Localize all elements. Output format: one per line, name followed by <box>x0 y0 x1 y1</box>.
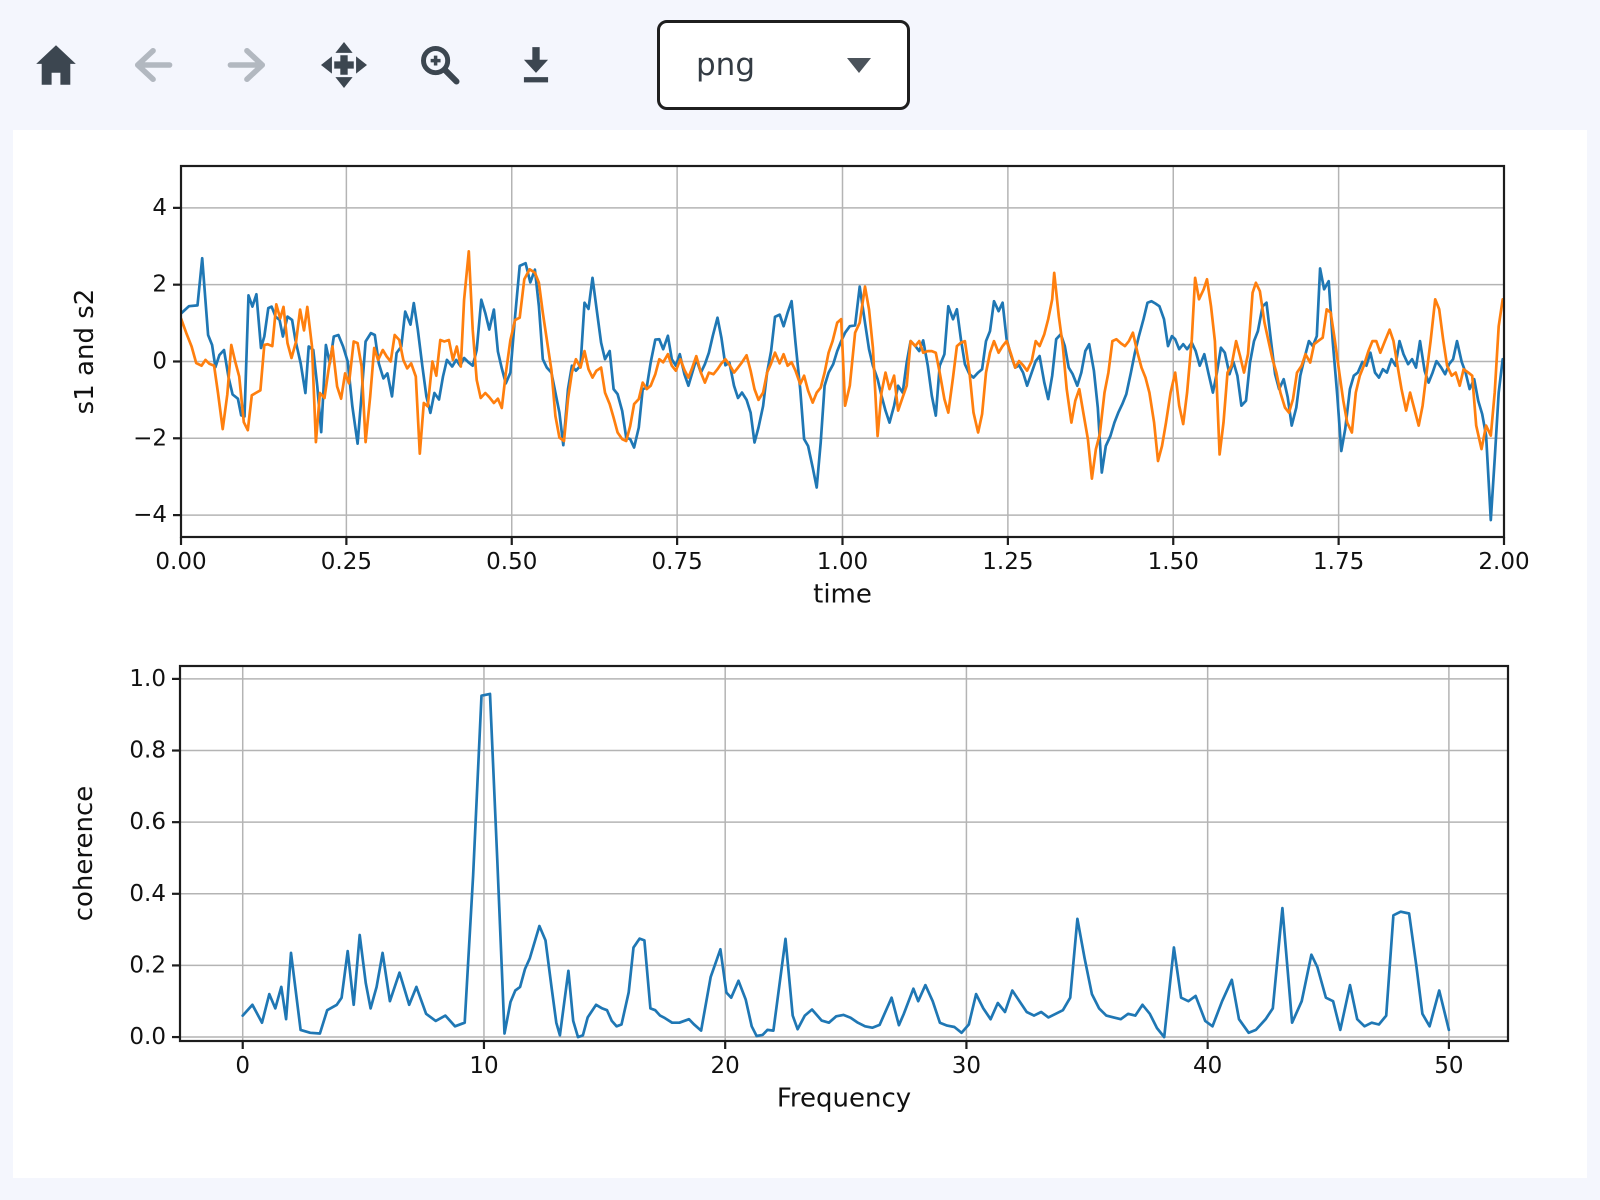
s1-line <box>181 256 1504 522</box>
x-tick-label: 40 <box>1193 1053 1222 1079</box>
x-tick-label: 0.50 <box>486 549 537 575</box>
y-tick-label: 2 <box>152 272 167 298</box>
x-tick-label: 0 <box>235 1053 250 1079</box>
x-tick-label: 20 <box>711 1053 740 1079</box>
x-tick-label: 0.00 <box>155 549 206 575</box>
format-select[interactable]: png <box>657 20 910 110</box>
arrow-right-icon <box>226 43 270 87</box>
y-tick-label: 0.0 <box>129 1024 166 1050</box>
arrow-left-icon <box>130 43 174 87</box>
y-axis-label-coherence: coherence <box>69 786 99 922</box>
plot-area-coherence[interactable] <box>178 664 1510 1043</box>
home-icon <box>34 43 78 87</box>
axes-coherence: 0 10 20 30 40 50 0.0 0.2 0.4 0.6 0.8 1.0 Frequency co… <box>69 664 1510 1113</box>
x-tick-label: 2.00 <box>1478 549 1529 575</box>
forward-button[interactable] <box>225 42 271 88</box>
zoom-in-magnifier-icon <box>418 43 462 87</box>
x-tick-label: 1.25 <box>982 549 1033 575</box>
pan-arrows-icon <box>321 42 367 88</box>
x-tick-label: 0.75 <box>652 549 703 575</box>
x-axis-label-coherence: Frequency <box>777 1083 911 1113</box>
axes-signals: 0.00 0.25 0.50 0.75 1.00 1.25 1.50 1.75 2.00 −4 −2… <box>70 164 1530 609</box>
figure-toolbar: png <box>0 0 1600 130</box>
x-tick-label: 50 <box>1434 1053 1463 1079</box>
x-tick-label: 1.75 <box>1313 549 1364 575</box>
back-button[interactable] <box>129 42 175 88</box>
x-tick-label: 1.00 <box>817 549 868 575</box>
y-tick-label: 0 <box>152 348 167 374</box>
y-tick-label: 0.6 <box>129 809 166 835</box>
y-tick-label: 0.8 <box>129 738 166 764</box>
x-tick-label: 0.25 <box>321 549 372 575</box>
chevron-down-icon <box>847 57 871 73</box>
zoom-button[interactable] <box>417 42 463 88</box>
y-tick-label: 4 <box>152 195 167 221</box>
download-button[interactable] <box>513 42 559 88</box>
x-tick-label: 1.50 <box>1148 549 1199 575</box>
y-axis-label-signals: s1 and s2 <box>70 289 100 415</box>
pan-button[interactable] <box>321 42 367 88</box>
x-axis-label-signals: time <box>813 579 872 609</box>
download-icon <box>515 44 557 86</box>
x-tick-label: 30 <box>952 1053 981 1079</box>
home-button[interactable] <box>33 42 79 88</box>
y-tick-label: −4 <box>133 502 167 528</box>
format-select-value: png <box>696 47 756 83</box>
coherence-line <box>241 692 1451 1039</box>
y-tick-label: 0.4 <box>129 881 166 907</box>
x-tick-label: 10 <box>469 1053 498 1079</box>
y-tick-label: 0.2 <box>129 952 166 978</box>
y-tick-label: −2 <box>133 425 167 451</box>
y-tick-label: 1.0 <box>129 666 166 692</box>
s2-line <box>181 249 1504 480</box>
